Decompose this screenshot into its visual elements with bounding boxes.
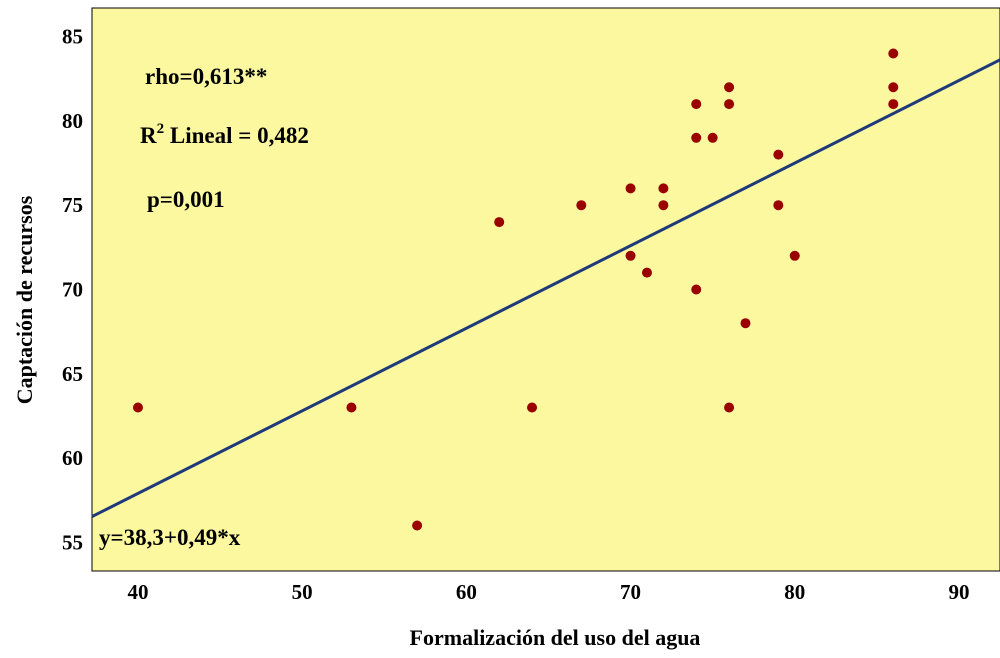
regression-equation: y=38,3+0,49*x <box>99 525 241 550</box>
data-point <box>132 402 143 413</box>
data-point <box>625 250 636 261</box>
y-tick-label: 75 <box>62 193 83 217</box>
data-point <box>691 99 702 110</box>
x-tick-label: 60 <box>456 580 477 604</box>
data-point <box>888 48 899 59</box>
data-point <box>527 402 538 413</box>
p-value-annotation: p=0,001 <box>147 187 225 212</box>
data-point <box>691 284 702 295</box>
y-tick-label: 70 <box>62 278 83 302</box>
data-point <box>773 200 784 211</box>
data-point <box>773 149 784 160</box>
data-point <box>658 200 669 211</box>
x-tick-label: 80 <box>784 580 805 604</box>
data-point <box>412 520 423 531</box>
y-tick-label: 60 <box>62 446 83 470</box>
data-point <box>724 99 735 110</box>
x-tick-label: 40 <box>127 580 148 604</box>
data-point <box>346 402 357 413</box>
y-tick-label: 85 <box>62 25 83 49</box>
data-point <box>625 183 636 194</box>
data-point <box>888 82 899 93</box>
data-point <box>707 132 718 143</box>
y-axis-ticks: 55 60 65 70 75 80 85 <box>62 25 83 555</box>
x-axis-title: Formalización del uso del agua <box>410 625 701 650</box>
y-tick-label: 55 <box>62 530 83 554</box>
x-tick-label: 70 <box>620 580 641 604</box>
y-tick-label: 65 <box>62 362 83 386</box>
r2-annotation: R2 Lineal = 0,482 <box>140 121 309 148</box>
data-point <box>494 217 505 228</box>
data-point <box>658 183 669 194</box>
regression-line <box>91 58 1000 518</box>
x-tick-label: 90 <box>948 580 969 604</box>
x-axis-ticks: 40 50 60 70 80 90 <box>127 580 969 604</box>
data-point <box>888 99 899 110</box>
data-point <box>789 250 800 261</box>
data-point <box>724 82 735 93</box>
data-point <box>641 267 652 278</box>
rho-annotation: rho=0,613** <box>145 64 267 89</box>
data-point <box>691 132 702 143</box>
y-tick-label: 80 <box>62 109 83 133</box>
y-axis-title: Captación de recursos <box>12 195 37 404</box>
data-points <box>132 48 899 531</box>
data-point <box>724 402 735 413</box>
data-point <box>740 318 751 329</box>
fit-line-layer <box>91 58 1000 518</box>
x-tick-label: 50 <box>292 580 313 604</box>
data-point <box>576 200 587 211</box>
